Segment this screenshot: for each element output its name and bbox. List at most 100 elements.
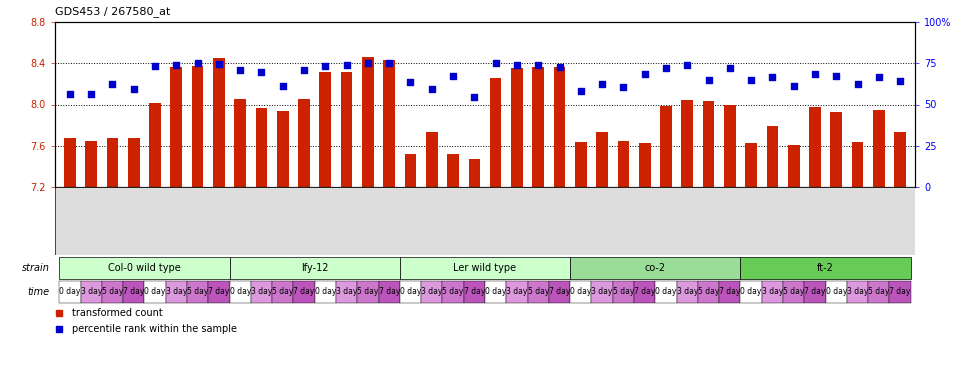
Point (276, 83, 291, 89)
Bar (660, 105, 672, 187)
Text: GDS453 / 267580_at: GDS453 / 267580_at (55, 6, 170, 17)
Text: 5 day: 5 day (102, 288, 123, 296)
Bar (554, 67, 565, 187)
Bar (830, 112, 842, 187)
Point (424, 86, 440, 92)
Text: 7 day: 7 day (208, 288, 229, 296)
Text: 3 day: 3 day (251, 288, 273, 296)
Point (488, 60, 503, 66)
Text: 3 day: 3 day (761, 288, 783, 296)
Point (573, 88, 588, 94)
Bar (192, 66, 204, 187)
Bar (511, 68, 523, 187)
Bar (677, 281, 698, 303)
Text: Ler wild type: Ler wild type (453, 263, 516, 273)
Bar (745, 143, 756, 187)
Text: transformed count: transformed count (72, 308, 163, 318)
Bar (171, 67, 182, 187)
Bar (868, 281, 890, 303)
Text: 3 day: 3 day (166, 288, 187, 296)
Bar (123, 281, 144, 303)
Bar (336, 281, 357, 303)
Text: 5 day: 5 day (357, 288, 378, 296)
Text: co-2: co-2 (645, 263, 666, 273)
Point (126, 86, 141, 92)
Bar (895, 132, 906, 187)
Point (893, 78, 908, 84)
Text: 0 day: 0 day (485, 288, 506, 296)
Point (850, 81, 865, 87)
Point (594, 81, 610, 87)
Bar (703, 101, 714, 187)
Point (509, 62, 524, 68)
Bar (852, 142, 863, 187)
Point (211, 61, 227, 67)
Text: 5 day: 5 day (868, 288, 890, 296)
Bar (682, 100, 693, 187)
Bar (149, 104, 161, 187)
Text: 5 day: 5 day (612, 288, 634, 296)
Text: 0 day: 0 day (826, 288, 847, 296)
Bar (528, 281, 549, 303)
Text: 0 day: 0 day (740, 288, 762, 296)
Bar (144, 281, 166, 303)
Text: 3 day: 3 day (847, 288, 868, 296)
Point (467, 94, 482, 100)
Bar (102, 281, 123, 303)
Bar (276, 111, 289, 187)
Bar (809, 107, 821, 187)
Text: 7 day: 7 day (719, 288, 740, 296)
Bar (443, 281, 464, 303)
Bar (506, 281, 528, 303)
Point (828, 73, 844, 79)
Bar (634, 281, 656, 303)
Bar (60, 257, 229, 279)
Text: 5 day: 5 day (783, 288, 804, 296)
Bar (788, 145, 800, 187)
Bar (698, 281, 719, 303)
Text: 5 day: 5 day (272, 288, 294, 296)
Text: 5 day: 5 day (698, 288, 719, 296)
Bar (341, 71, 352, 187)
Point (62, 91, 78, 97)
Point (297, 68, 312, 74)
Bar (383, 60, 396, 187)
Bar (533, 67, 544, 187)
Text: 5 day: 5 day (443, 288, 464, 296)
Text: 3 day: 3 day (81, 288, 102, 296)
Bar (575, 142, 587, 187)
Point (615, 84, 631, 90)
Text: 7 day: 7 day (889, 288, 911, 296)
Bar (890, 281, 911, 303)
Text: Col-0 wild type: Col-0 wild type (108, 263, 180, 273)
Text: percentile rank within the sample: percentile rank within the sample (72, 324, 237, 334)
Text: lfy-12: lfy-12 (300, 263, 328, 273)
Bar (421, 281, 443, 303)
Bar (761, 281, 783, 303)
Bar (85, 141, 97, 187)
Bar (64, 138, 76, 187)
Bar (596, 132, 608, 187)
Bar (847, 281, 868, 303)
Point (637, 71, 653, 76)
Bar (447, 154, 459, 187)
Text: 5 day: 5 day (528, 288, 549, 296)
Bar (724, 105, 735, 187)
Bar (617, 141, 629, 187)
Point (403, 79, 419, 85)
Text: time: time (28, 287, 50, 297)
Bar (107, 138, 118, 187)
Text: 0 day: 0 day (315, 288, 336, 296)
Bar (873, 110, 885, 187)
Bar (213, 58, 225, 187)
Bar (464, 281, 485, 303)
Bar (570, 281, 591, 303)
Bar (400, 257, 570, 279)
Bar (570, 257, 740, 279)
Point (531, 62, 546, 68)
Bar (612, 281, 634, 303)
Point (765, 74, 780, 79)
Bar (357, 281, 378, 303)
Point (659, 66, 674, 71)
Bar (740, 281, 761, 303)
